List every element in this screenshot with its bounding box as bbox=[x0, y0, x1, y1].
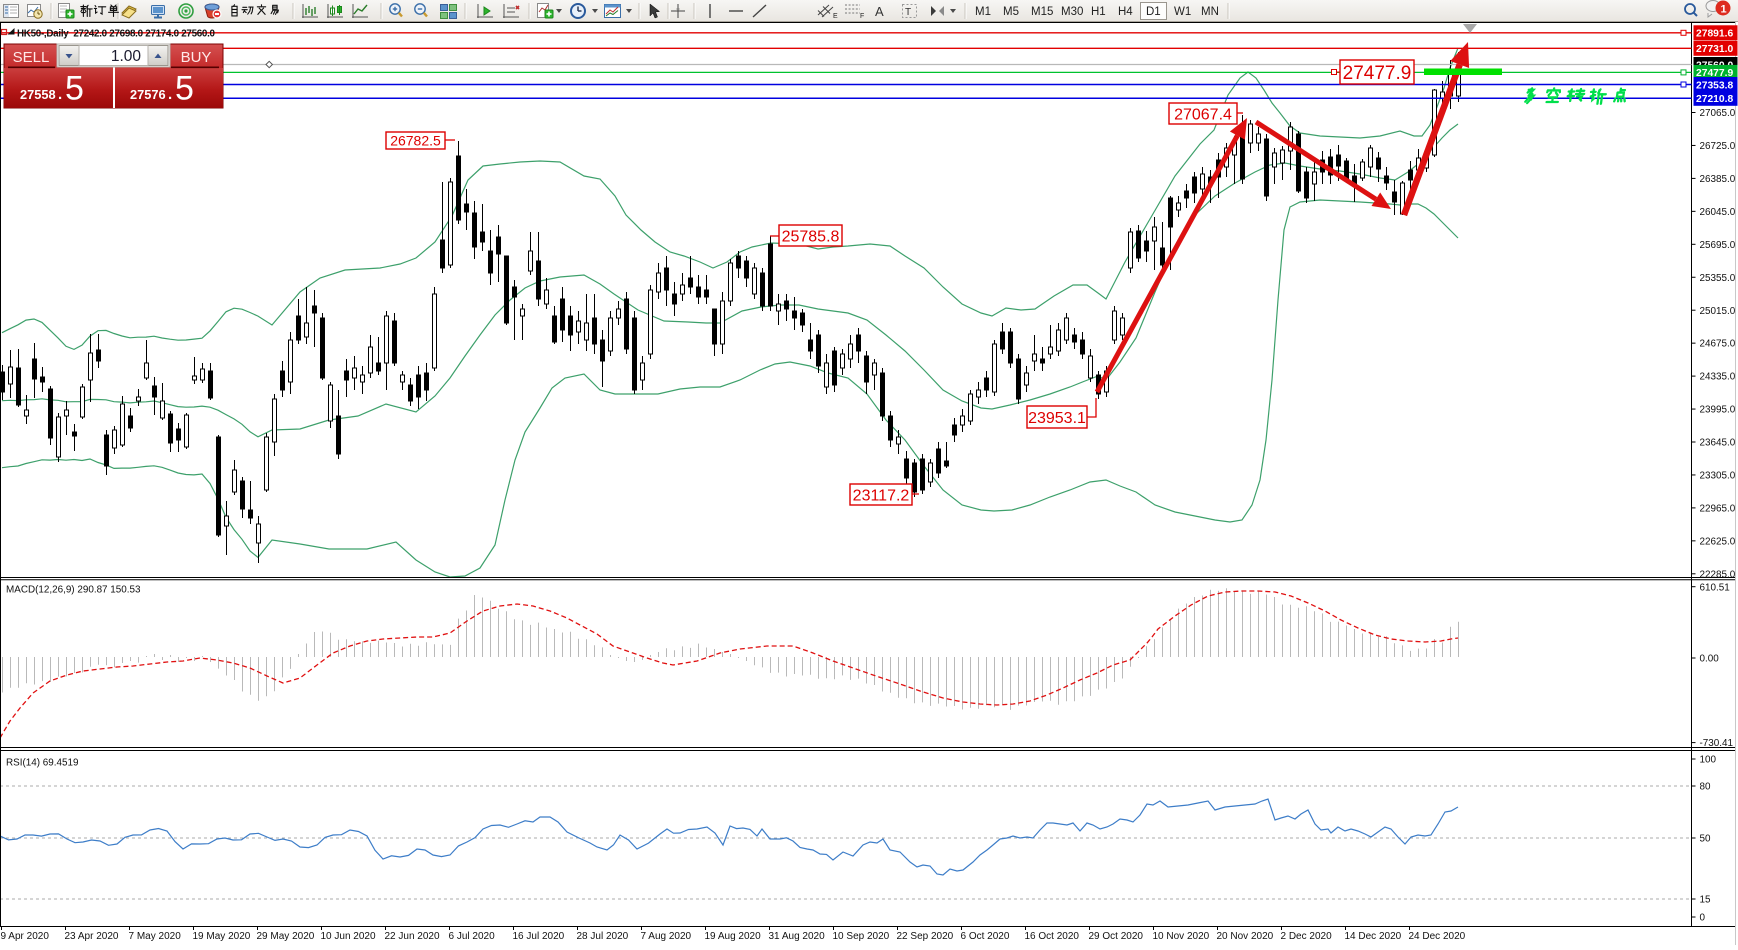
svg-text:31 Aug 2020: 31 Aug 2020 bbox=[769, 931, 826, 942]
svg-text:27210.8: 27210.8 bbox=[1696, 94, 1733, 105]
svg-text:23995.0: 23995.0 bbox=[1700, 405, 1736, 416]
svg-text:H4: H4 bbox=[1118, 6, 1133, 18]
svg-text:23953.1: 23953.1 bbox=[1028, 410, 1086, 427]
svg-text:25015.0: 25015.0 bbox=[1700, 306, 1736, 317]
svg-text:-730.41: -730.41 bbox=[1700, 738, 1734, 749]
svg-text:BUY: BUY bbox=[181, 49, 212, 66]
svg-text:80: 80 bbox=[1700, 782, 1711, 793]
svg-text:25785.8: 25785.8 bbox=[782, 228, 840, 245]
svg-text:16 Oct 2020: 16 Oct 2020 bbox=[1025, 931, 1080, 942]
svg-text:27891.6: 27891.6 bbox=[1696, 29, 1733, 40]
svg-text:5: 5 bbox=[175, 70, 194, 108]
svg-text:.: . bbox=[58, 86, 62, 103]
svg-text:22285.0: 22285.0 bbox=[1700, 569, 1736, 580]
svg-text:T: T bbox=[905, 7, 911, 18]
svg-text:28 Jul 2020: 28 Jul 2020 bbox=[577, 931, 629, 942]
svg-text:29 May 2020: 29 May 2020 bbox=[257, 931, 315, 942]
svg-text:W1: W1 bbox=[1174, 6, 1191, 18]
svg-text:1: 1 bbox=[1721, 4, 1727, 16]
svg-text:27477.9: 27477.9 bbox=[1343, 63, 1412, 84]
svg-text:27065.0: 27065.0 bbox=[1700, 108, 1736, 119]
svg-text:MACD(12,26,9) 290.87 150.53: MACD(12,26,9) 290.87 150.53 bbox=[6, 585, 141, 596]
svg-text:22965.0: 22965.0 bbox=[1700, 503, 1736, 514]
svg-text:0: 0 bbox=[1700, 913, 1706, 924]
svg-text:2 Dec 2020: 2 Dec 2020 bbox=[1281, 931, 1333, 942]
svg-text:26045.0: 26045.0 bbox=[1700, 207, 1736, 218]
svg-text:.: . bbox=[168, 86, 172, 103]
svg-text:15: 15 bbox=[1700, 895, 1711, 906]
svg-text:10 Nov 2020: 10 Nov 2020 bbox=[1153, 931, 1210, 942]
svg-text:H1: H1 bbox=[1091, 6, 1106, 18]
svg-text:M15: M15 bbox=[1031, 6, 1053, 18]
svg-text:D1: D1 bbox=[1146, 6, 1161, 18]
svg-text:9 Apr 2020: 9 Apr 2020 bbox=[1, 931, 50, 942]
svg-text:19 Aug 2020: 19 Aug 2020 bbox=[705, 931, 762, 942]
svg-text:27731.0: 27731.0 bbox=[1696, 44, 1733, 55]
svg-text:19 May 2020: 19 May 2020 bbox=[193, 931, 251, 942]
svg-text:10 Jun 2020: 10 Jun 2020 bbox=[321, 931, 376, 942]
svg-text:F: F bbox=[860, 13, 864, 20]
svg-text:M5: M5 bbox=[1003, 6, 1019, 18]
svg-text:29 Oct 2020: 29 Oct 2020 bbox=[1089, 931, 1144, 942]
svg-text:MN: MN bbox=[1201, 6, 1219, 18]
svg-text:50: 50 bbox=[1700, 834, 1711, 845]
svg-text:20 Nov 2020: 20 Nov 2020 bbox=[1217, 931, 1274, 942]
svg-text:6 Oct 2020: 6 Oct 2020 bbox=[961, 931, 1010, 942]
svg-text:26725.0: 26725.0 bbox=[1700, 141, 1736, 152]
svg-text:100: 100 bbox=[1700, 755, 1717, 766]
svg-text:6 Jul 2020: 6 Jul 2020 bbox=[449, 931, 496, 942]
svg-text:7 May 2020: 7 May 2020 bbox=[129, 931, 182, 942]
svg-text:1.00: 1.00 bbox=[111, 48, 142, 65]
svg-text:7 Aug 2020: 7 Aug 2020 bbox=[641, 931, 692, 942]
svg-text:610.51: 610.51 bbox=[1700, 582, 1731, 593]
svg-text:23305.0: 23305.0 bbox=[1700, 471, 1736, 482]
svg-text:27477.9: 27477.9 bbox=[1696, 68, 1733, 79]
svg-text:27576: 27576 bbox=[130, 87, 166, 102]
svg-text:26782.5: 26782.5 bbox=[390, 133, 441, 149]
svg-text:23117.2: 23117.2 bbox=[853, 487, 910, 504]
svg-text:24 Dec 2020: 24 Dec 2020 bbox=[1409, 931, 1466, 942]
svg-text:24675.0: 24675.0 bbox=[1700, 339, 1736, 350]
svg-text:25355.0: 25355.0 bbox=[1700, 273, 1736, 284]
svg-text:M1: M1 bbox=[975, 6, 991, 18]
svg-text:SELL: SELL bbox=[13, 49, 50, 66]
svg-text:16 Jul 2020: 16 Jul 2020 bbox=[513, 931, 565, 942]
svg-text:HK50-,Daily 27242.0 27698.0 2: HK50-,Daily 27242.0 27698.0 27174.0 2756… bbox=[17, 29, 216, 40]
svg-text:E: E bbox=[833, 13, 838, 20]
svg-text:23645.0: 23645.0 bbox=[1700, 438, 1736, 449]
svg-text:22 Sep 2020: 22 Sep 2020 bbox=[897, 931, 954, 942]
svg-text:26385.0: 26385.0 bbox=[1700, 174, 1736, 185]
svg-text:A: A bbox=[875, 4, 884, 19]
svg-text:RSI(14) 69.4519: RSI(14) 69.4519 bbox=[6, 758, 79, 769]
svg-text:22625.0: 22625.0 bbox=[1700, 536, 1736, 547]
svg-text:0.00: 0.00 bbox=[1700, 654, 1720, 665]
svg-text:24335.0: 24335.0 bbox=[1700, 372, 1736, 383]
svg-text:22 Jun 2020: 22 Jun 2020 bbox=[385, 931, 440, 942]
svg-text:27353.8: 27353.8 bbox=[1696, 80, 1733, 91]
svg-text:23 Apr 2020: 23 Apr 2020 bbox=[65, 931, 119, 942]
svg-text:27558: 27558 bbox=[20, 87, 56, 102]
svg-text:M30: M30 bbox=[1061, 6, 1083, 18]
svg-text:25695.0: 25695.0 bbox=[1700, 240, 1736, 251]
svg-text:27067.4: 27067.4 bbox=[1174, 106, 1232, 123]
svg-text:10 Sep 2020: 10 Sep 2020 bbox=[833, 931, 890, 942]
svg-text:14 Dec 2020: 14 Dec 2020 bbox=[1345, 931, 1402, 942]
svg-text:5: 5 bbox=[65, 70, 84, 108]
